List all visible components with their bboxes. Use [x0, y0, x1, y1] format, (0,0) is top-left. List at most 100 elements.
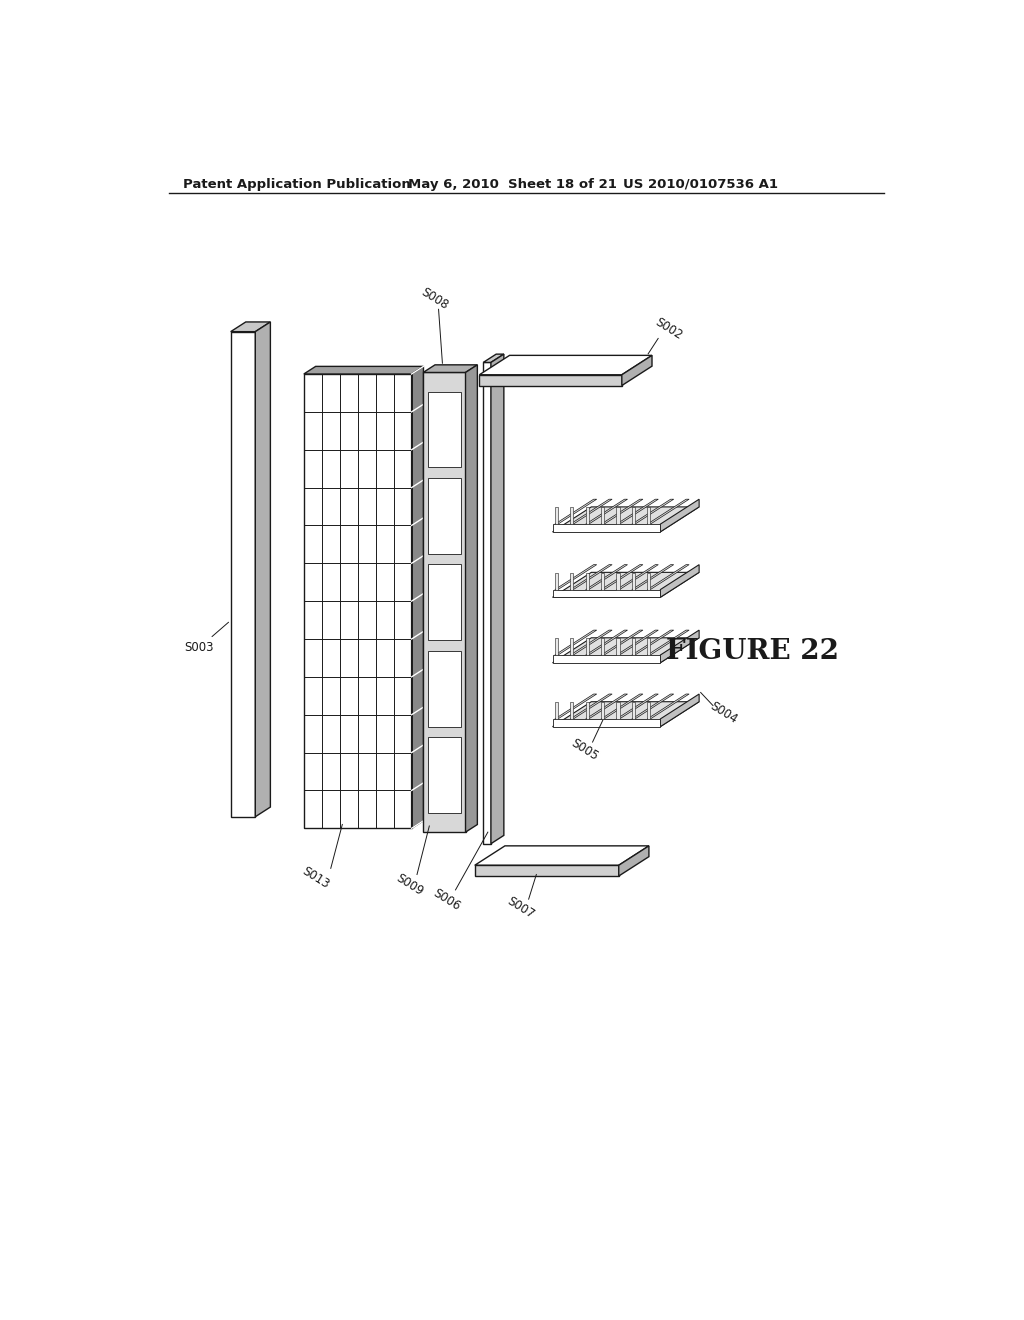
- Polygon shape: [555, 507, 558, 524]
- Polygon shape: [601, 565, 643, 590]
- Polygon shape: [632, 565, 674, 590]
- Polygon shape: [632, 638, 635, 655]
- Polygon shape: [570, 638, 573, 655]
- Polygon shape: [475, 846, 649, 866]
- Polygon shape: [586, 694, 628, 719]
- Polygon shape: [428, 478, 461, 553]
- Text: S009: S009: [393, 871, 425, 898]
- Polygon shape: [553, 507, 699, 532]
- Polygon shape: [647, 694, 689, 719]
- Polygon shape: [483, 354, 504, 363]
- Text: FIGURE 22: FIGURE 22: [666, 638, 839, 665]
- Polygon shape: [632, 499, 674, 524]
- Polygon shape: [616, 573, 620, 590]
- Polygon shape: [616, 507, 620, 524]
- Polygon shape: [490, 354, 504, 843]
- Polygon shape: [660, 630, 699, 663]
- Polygon shape: [553, 573, 699, 598]
- Polygon shape: [601, 573, 604, 590]
- Polygon shape: [570, 694, 612, 719]
- Polygon shape: [553, 590, 660, 598]
- Polygon shape: [622, 355, 652, 385]
- Polygon shape: [553, 719, 660, 726]
- Polygon shape: [230, 322, 270, 331]
- Polygon shape: [483, 363, 490, 843]
- Polygon shape: [632, 630, 674, 655]
- Polygon shape: [586, 565, 628, 590]
- Polygon shape: [586, 638, 589, 655]
- Text: Sheet 18 of 21: Sheet 18 of 21: [508, 178, 616, 190]
- Polygon shape: [570, 573, 573, 590]
- Polygon shape: [479, 355, 652, 375]
- Polygon shape: [479, 375, 622, 385]
- Polygon shape: [616, 702, 620, 719]
- Polygon shape: [647, 499, 689, 524]
- Polygon shape: [423, 372, 466, 832]
- Text: US 2010/0107536 A1: US 2010/0107536 A1: [624, 178, 778, 190]
- Polygon shape: [647, 565, 689, 590]
- Polygon shape: [423, 364, 477, 372]
- Polygon shape: [428, 392, 461, 467]
- Text: S007: S007: [505, 895, 537, 921]
- Polygon shape: [570, 507, 573, 524]
- Text: S013: S013: [299, 865, 332, 892]
- Polygon shape: [555, 702, 558, 719]
- Polygon shape: [616, 565, 658, 590]
- Polygon shape: [230, 331, 255, 817]
- Polygon shape: [632, 507, 635, 524]
- Polygon shape: [660, 694, 699, 726]
- Polygon shape: [466, 364, 477, 832]
- Polygon shape: [553, 524, 660, 532]
- Polygon shape: [601, 638, 604, 655]
- Polygon shape: [570, 702, 573, 719]
- Polygon shape: [601, 630, 643, 655]
- Polygon shape: [632, 694, 674, 719]
- Polygon shape: [586, 630, 628, 655]
- Polygon shape: [647, 702, 650, 719]
- Polygon shape: [616, 630, 658, 655]
- Text: S004: S004: [708, 700, 739, 726]
- Polygon shape: [570, 630, 612, 655]
- Polygon shape: [647, 573, 650, 590]
- Text: Patent Application Publication: Patent Application Publication: [183, 178, 411, 190]
- Polygon shape: [601, 507, 604, 524]
- Polygon shape: [475, 866, 618, 876]
- Polygon shape: [555, 573, 558, 590]
- Polygon shape: [647, 630, 689, 655]
- Polygon shape: [553, 702, 699, 726]
- Text: S006: S006: [430, 887, 462, 913]
- Polygon shape: [428, 738, 461, 813]
- Polygon shape: [553, 655, 660, 663]
- Polygon shape: [555, 694, 597, 719]
- Polygon shape: [553, 638, 699, 663]
- Polygon shape: [255, 322, 270, 817]
- Text: S008: S008: [419, 286, 451, 313]
- Polygon shape: [555, 499, 597, 524]
- Polygon shape: [632, 573, 635, 590]
- Polygon shape: [601, 499, 643, 524]
- Polygon shape: [412, 367, 424, 829]
- Polygon shape: [647, 638, 650, 655]
- Polygon shape: [428, 565, 461, 640]
- Polygon shape: [601, 694, 643, 719]
- Polygon shape: [586, 507, 589, 524]
- Polygon shape: [304, 374, 412, 829]
- Polygon shape: [555, 630, 597, 655]
- Polygon shape: [632, 702, 635, 719]
- Polygon shape: [570, 499, 612, 524]
- Polygon shape: [586, 499, 628, 524]
- Polygon shape: [304, 367, 424, 374]
- Polygon shape: [647, 507, 650, 524]
- Polygon shape: [586, 573, 589, 590]
- Polygon shape: [616, 499, 658, 524]
- Polygon shape: [660, 565, 699, 598]
- Text: S002: S002: [653, 315, 685, 342]
- Polygon shape: [618, 846, 649, 876]
- Polygon shape: [555, 638, 558, 655]
- Polygon shape: [586, 702, 589, 719]
- Polygon shape: [616, 694, 658, 719]
- Polygon shape: [616, 638, 620, 655]
- Text: S003: S003: [184, 622, 228, 655]
- Polygon shape: [555, 565, 597, 590]
- Text: May 6, 2010: May 6, 2010: [408, 178, 499, 190]
